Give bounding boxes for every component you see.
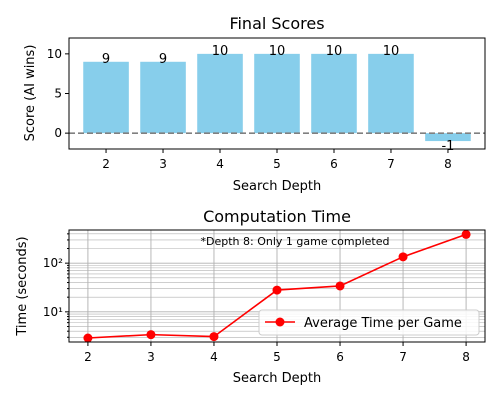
x-tick-label: 8 — [462, 350, 470, 364]
scores-y-axis-label: Score (AI wins) — [23, 45, 38, 142]
scores-x-axis-label: Search Depth — [233, 179, 321, 194]
bar-depth-8 — [425, 133, 471, 142]
x-tick-label: 2 — [84, 350, 92, 364]
bar-value-label: 10 — [269, 44, 286, 59]
time-chart: Computation Time 2 3 4 5 6 7 8 10¹ 10² *Depth 8… — [15, 207, 486, 386]
bar-depth-7 — [368, 53, 414, 134]
scores-chart-title: Final Scores — [229, 14, 324, 33]
time-point-depth-6 — [335, 281, 345, 291]
x-tick-label: 6 — [336, 350, 344, 364]
time-point-depth-4 — [209, 332, 219, 342]
scores-y-ticks: 0 5 10 — [47, 47, 69, 140]
y-tick-label: 0 — [54, 126, 62, 140]
time-point-depth-7 — [398, 252, 408, 262]
y-tick-label: 10² — [43, 256, 63, 270]
time-chart-title: Computation Time — [203, 207, 351, 226]
time-y-axis-label: Time (seconds) — [15, 236, 30, 336]
bar-value-label: 10 — [383, 44, 400, 59]
x-tick-label: 8 — [444, 157, 452, 171]
bar-depth-6 — [311, 53, 357, 134]
y-tick-label: 5 — [54, 87, 62, 101]
scores-bar-labels: 9 9 10 10 10 10 -1 — [102, 44, 455, 154]
x-tick-label: 4 — [210, 350, 218, 364]
x-tick-label: 3 — [159, 157, 167, 171]
legend-box — [258, 309, 480, 336]
time-plot-frame — [68, 229, 486, 343]
x-tick-label: 6 — [330, 157, 338, 171]
time-point-depth-2 — [83, 333, 93, 343]
scores-x-ticks: 2 3 4 5 6 7 8 — [102, 149, 452, 171]
y-tick-label: 10 — [47, 47, 62, 61]
scores-chart: Final Scores 9 9 10 10 10 10 -1 2 3 4 5 6 7 8 0 5 10 S… — [23, 14, 486, 194]
bar-value-label: 9 — [159, 52, 167, 67]
time-legend: Average Time per Game — [258, 309, 480, 336]
time-series — [83, 229, 471, 343]
time-point-depth-8 — [461, 229, 471, 239]
bar-value-label: -1 — [441, 139, 454, 154]
time-annotation: *Depth 8: Only 1 game completed — [201, 235, 390, 248]
y-tick-label: 10¹ — [43, 305, 63, 319]
bar-depth-3 — [140, 61, 186, 134]
x-tick-label: 7 — [387, 157, 395, 171]
time-x-axis-label: Search Depth — [233, 371, 321, 386]
bar-value-label: 10 — [212, 44, 229, 59]
legend-marker-swatch — [275, 317, 285, 327]
scores-plot-frame — [68, 37, 486, 150]
x-tick-label: 3 — [147, 350, 155, 364]
time-x-ticks: 2 3 4 5 6 7 8 — [84, 342, 470, 364]
x-tick-label: 2 — [102, 157, 110, 171]
bar-value-label: 9 — [102, 52, 110, 67]
time-point-depth-3 — [146, 330, 156, 340]
bar-depth-2 — [83, 61, 129, 134]
x-tick-label: 5 — [273, 350, 281, 364]
scores-bars — [69, 53, 485, 142]
bar-depth-5 — [254, 53, 300, 134]
x-tick-label: 4 — [216, 157, 224, 171]
bar-depth-4 — [197, 53, 243, 134]
x-tick-label: 5 — [273, 157, 281, 171]
bar-value-label: 10 — [326, 44, 343, 59]
time-y-ticks: 10¹ 10² — [43, 233, 69, 338]
time-point-depth-5 — [272, 285, 282, 295]
legend-entry-average-time: Average Time per Game — [304, 316, 462, 331]
x-tick-label: 7 — [399, 350, 407, 364]
